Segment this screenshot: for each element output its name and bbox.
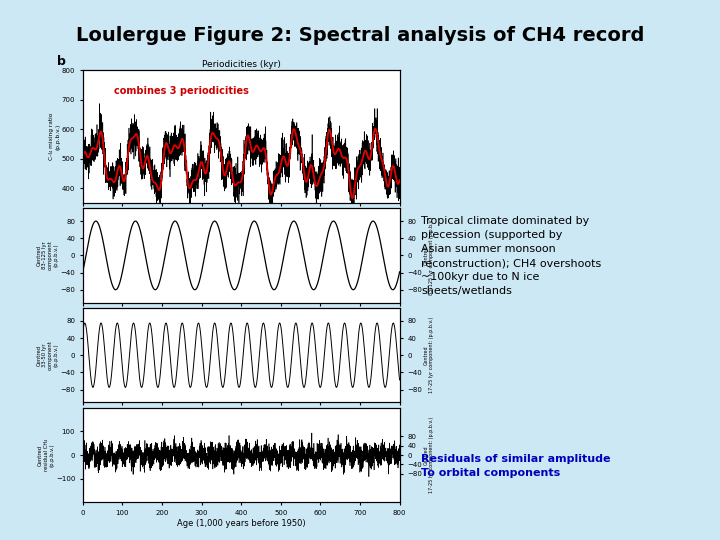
Y-axis label: Centred
83–125 lyr
component
(p.p.b.v.): Centred 83–125 lyr component (p.p.b.v.): [37, 240, 59, 271]
Y-axis label: Centred
17-25 lyr component: (p.p.b.v.): Centred 17-25 lyr component: (p.p.b.v.): [423, 417, 434, 493]
X-axis label: Age (1,000 years before 1950): Age (1,000 years before 1950): [177, 518, 305, 528]
Text: combines 3 periodicities: combines 3 periodicities: [114, 86, 249, 96]
Y-axis label: C-I₄ mixing ratio
(p.p.b.v.): C-I₄ mixing ratio (p.p.b.v.): [50, 113, 60, 160]
Y-axis label: Centred
residual CH₄
(p.p.b.v.): Centred residual CH₄ (p.p.b.v.): [37, 439, 55, 471]
Y-axis label: Centred
17-25 lyr component: (p.p.b.v.): Centred 17-25 lyr component: (p.p.b.v.): [423, 317, 434, 393]
Text: Tropical climate dominated by
precession (supported by
Asian summer monsoon
reco: Tropical climate dominated by precession…: [421, 216, 601, 296]
Y-axis label: Centred
83–125 lyr component (p.p.b.v.): Centred 83–125 lyr component (p.p.b.v.): [423, 216, 434, 295]
Text: Residuals of similar amplitude
To orbital components: Residuals of similar amplitude To orbita…: [421, 454, 611, 478]
Text: Loulergue Figure 2: Spectral analysis of CH4 record: Loulergue Figure 2: Spectral analysis of…: [76, 26, 644, 45]
Text: b: b: [58, 55, 66, 68]
Title: Periodicities (kyr): Periodicities (kyr): [202, 60, 281, 70]
Y-axis label: Centred
33-50 lyr
component
(p.p.b.v.): Centred 33-50 lyr component (p.p.b.v.): [37, 340, 59, 370]
